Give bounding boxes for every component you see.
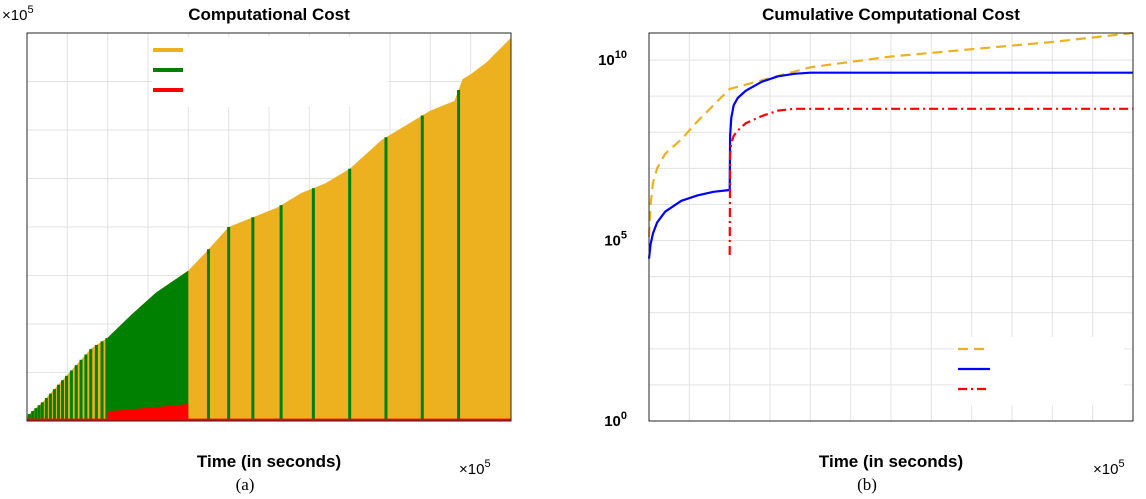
y-tick-label-b-base: 10 xyxy=(604,233,621,250)
series-line-ccom xyxy=(647,71,1133,259)
x-multiplier-b: ×105 xyxy=(1093,458,1125,478)
y-multiplier-a-base: ×10 xyxy=(2,7,27,24)
x-multiplier-a-exp: 5 xyxy=(484,458,490,470)
chart-a: Computational Cost ×105 ×105 Time (in se… xyxy=(2,4,512,494)
legend-a xyxy=(152,37,388,107)
y-tick-label-b-exp: 5 xyxy=(621,230,627,242)
caption-a: (a) xyxy=(236,475,255,494)
caption-b: (b) xyxy=(857,475,877,494)
x-multiplier-a-base: ×10 xyxy=(459,461,484,478)
chart-title-a: Computational Cost xyxy=(188,5,350,24)
legend-b xyxy=(954,337,1124,405)
series-area-ccom-sybilcontrol xyxy=(107,270,189,421)
x-axis-label-a: Time (in seconds) xyxy=(197,452,341,471)
y-tick-label-b-exp: 0 xyxy=(621,410,627,422)
y-tick-label-b: 105 xyxy=(604,230,627,250)
y-tick-label-b-base: 10 xyxy=(604,413,621,430)
chart-title-b: Cumulative Computational Cost xyxy=(762,5,1020,24)
axes-frame-a xyxy=(26,32,512,422)
y-multiplier-a-exp: 5 xyxy=(27,4,33,16)
x-multiplier-a: ×105 xyxy=(459,458,491,478)
plot-area-b xyxy=(647,31,1134,259)
y-tick-label-b: 1010 xyxy=(598,49,627,69)
series-line-sybilcontrol xyxy=(647,31,1134,237)
y-multiplier-a: ×105 xyxy=(2,4,34,24)
legend-b-background xyxy=(954,337,1124,405)
series-line-adversary xyxy=(728,107,1133,256)
x-multiplier-b-base: ×10 xyxy=(1093,461,1118,478)
y-tick-label-b-exp: 10 xyxy=(615,49,627,61)
x-multiplier-b-exp: 5 xyxy=(1118,458,1124,470)
legend-a-background xyxy=(152,37,388,107)
series-area-adversary xyxy=(27,404,511,421)
plot-area-a xyxy=(27,37,511,422)
x-axis-label-b: Time (in seconds) xyxy=(819,452,963,471)
axes-frame-b xyxy=(648,32,1134,422)
y-tick-label-b-base: 10 xyxy=(598,52,615,69)
y-tick-label-b: 100 xyxy=(604,410,627,430)
